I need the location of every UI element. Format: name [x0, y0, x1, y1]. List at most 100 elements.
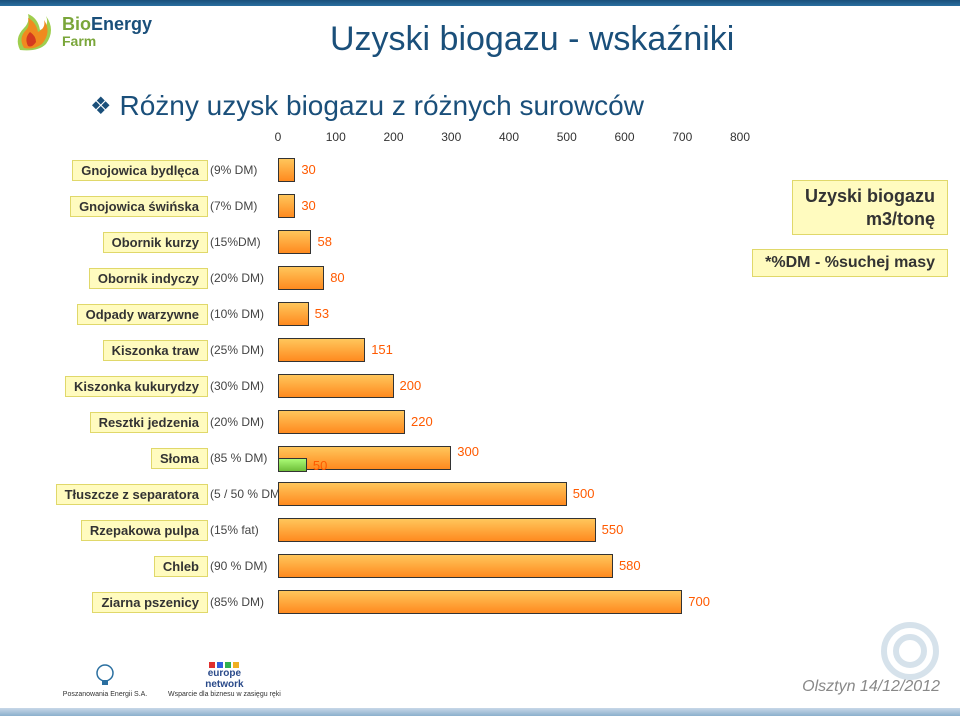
x-tick: 100 [326, 130, 346, 144]
row-dm: (85% DM) [210, 595, 264, 609]
bar [278, 590, 682, 614]
x-tick: 700 [672, 130, 692, 144]
row-dm: (20% DM) [210, 415, 264, 429]
row-label: Resztki jedzenia [90, 412, 208, 433]
x-tick: 400 [499, 130, 519, 144]
row-label: Obornik kurzy [103, 232, 208, 253]
row-dm: (85 % DM) [210, 451, 267, 465]
yield-units-box: Uzyski biogazu m3/tonę [792, 180, 948, 235]
row-dm: (90 % DM) [210, 559, 267, 573]
logo-text-line2: Farm [62, 33, 152, 49]
bar [278, 554, 613, 578]
bar-value: 550 [602, 522, 624, 537]
chart-row: Słoma(85 % DM) 50 300 [20, 440, 740, 476]
row-dm: (10% DM) [210, 307, 264, 321]
footer-logo-2: europe network Wsparcie dla biznesu w za… [168, 661, 281, 698]
footer-logos: Poszanowania Energii S.A. europe network… [60, 661, 281, 698]
bar-value: 151 [371, 342, 393, 357]
footer-logo-2-sub: Wsparcie dla biznesu w zasięgu ręki [168, 691, 281, 698]
flame-leaf-icon [10, 8, 56, 54]
bar-value: 30 [301, 162, 315, 177]
chart-row: Rzepakowa pulpa(15% fat) 550 [20, 512, 740, 548]
bar-secondary [278, 458, 307, 472]
page-subtitle: ❖ Różny uzysk biogazu z różnych surowców [90, 90, 644, 122]
x-tick: 0 [275, 130, 282, 144]
footer-date: Olsztyn 14/12/2012 [802, 678, 940, 696]
row-label: Słoma [151, 448, 208, 469]
brand-logo: BioEnergy Farm [10, 8, 152, 54]
bar-value-secondary: 50 [313, 458, 327, 473]
row-label: Odpady warzywne [77, 304, 208, 325]
row-label: Kiszonka traw [103, 340, 208, 361]
subtitle-text: Różny uzysk biogazu z różnych surowców [120, 90, 644, 122]
row-label: Gnojowica świńska [70, 196, 208, 217]
bar [278, 410, 405, 434]
chart-row: Tłuszcze z separatora(5 / 50 % DM) 500 [20, 476, 740, 512]
x-axis: 0100200300400500600700800 [248, 130, 740, 150]
bar [278, 302, 309, 326]
dm-note-box: *%DM - %suchej masy [752, 249, 948, 277]
row-label: Gnojowica bydlęca [72, 160, 208, 181]
side-info: Uzyski biogazu m3/tonę *%DM - %suchej ma… [752, 180, 948, 277]
page-title: Uzyski biogazu - wskaźniki [330, 20, 734, 59]
logo-text-line1: BioEnergy [62, 14, 152, 35]
footer-logo-1-text: Poszanowania Energii S.A. [63, 691, 147, 698]
row-dm: (7% DM) [210, 199, 257, 213]
biogas-yield-chart: 0100200300400500600700800 Gnojowica bydl… [20, 130, 740, 620]
bar-value: 580 [619, 558, 641, 573]
row-dm: (15%DM) [210, 235, 261, 249]
x-tick: 800 [730, 130, 750, 144]
bar-value: 220 [411, 414, 433, 429]
chart-row: Gnojowica świńska(7% DM)30 [20, 188, 740, 224]
row-label: Obornik indyczy [89, 268, 208, 289]
chart-row: Resztki jedzenia(20% DM) 220 [20, 404, 740, 440]
row-dm: (5 / 50 % DM) [210, 487, 284, 501]
row-label: Tłuszcze z separatora [56, 484, 208, 505]
lightbulb-icon [92, 663, 118, 689]
row-dm: (9% DM) [210, 163, 257, 177]
row-dm: (15% fat) [210, 523, 259, 537]
bar [278, 518, 596, 542]
row-dm: (25% DM) [210, 343, 264, 357]
x-tick: 500 [557, 130, 577, 144]
bar [278, 266, 324, 290]
footer-logo-2-t2: network [205, 679, 243, 690]
chart-row: Kiszonka traw(25% DM) 151 [20, 332, 740, 368]
bar [278, 482, 567, 506]
row-label: Kiszonka kukurydzy [65, 376, 208, 397]
bar-value: 80 [330, 270, 344, 285]
corner-decoration [880, 621, 940, 681]
bar-value: 300 [457, 444, 479, 459]
bar [278, 194, 295, 218]
yield-units-l1: Uzyski biogazu [805, 185, 935, 208]
bar [278, 230, 311, 254]
footer-logo-1: Poszanowania Energii S.A. [60, 661, 150, 698]
row-label: Rzepakowa pulpa [81, 520, 208, 541]
row-label: Chleb [154, 556, 208, 577]
chart-row: Odpady warzywne(10% DM) 53 [20, 296, 740, 332]
bar-value: 53 [315, 306, 329, 321]
top-border [0, 0, 960, 6]
chart-row: Ziarna pszenicy(85% DM) 700 [20, 584, 740, 620]
x-tick: 600 [614, 130, 634, 144]
footer-logo-2-t1: europe [208, 668, 241, 679]
chart-row: Chleb(90 % DM) 580 [20, 548, 740, 584]
bar-value: 200 [400, 378, 422, 393]
yield-units-l2: m3/tonę [805, 208, 935, 231]
chart-bars: Gnojowica bydlęca(9% DM) 30 Gnojowica świń… [20, 152, 740, 620]
row-dm: (20% DM) [210, 271, 264, 285]
chart-row: Kiszonka kukurydzy(30% DM) 200 [20, 368, 740, 404]
bar-value: 700 [688, 594, 710, 609]
bar-value: 58 [317, 234, 331, 249]
chart-row: Obornik kurzy(15%DM) 58 [20, 224, 740, 260]
chart-row: Obornik indyczy(20% DM) 80 [20, 260, 740, 296]
bar [278, 158, 295, 182]
bar [278, 374, 394, 398]
bullet-icon: ❖ [90, 92, 112, 121]
bottom-bar [0, 708, 960, 716]
chart-row: Gnojowica bydlęca(9% DM) 30 [20, 152, 740, 188]
row-label: Ziarna pszenicy [92, 592, 208, 613]
x-tick: 200 [383, 130, 403, 144]
bar-value: 500 [573, 486, 595, 501]
row-dm: (30% DM) [210, 379, 264, 393]
